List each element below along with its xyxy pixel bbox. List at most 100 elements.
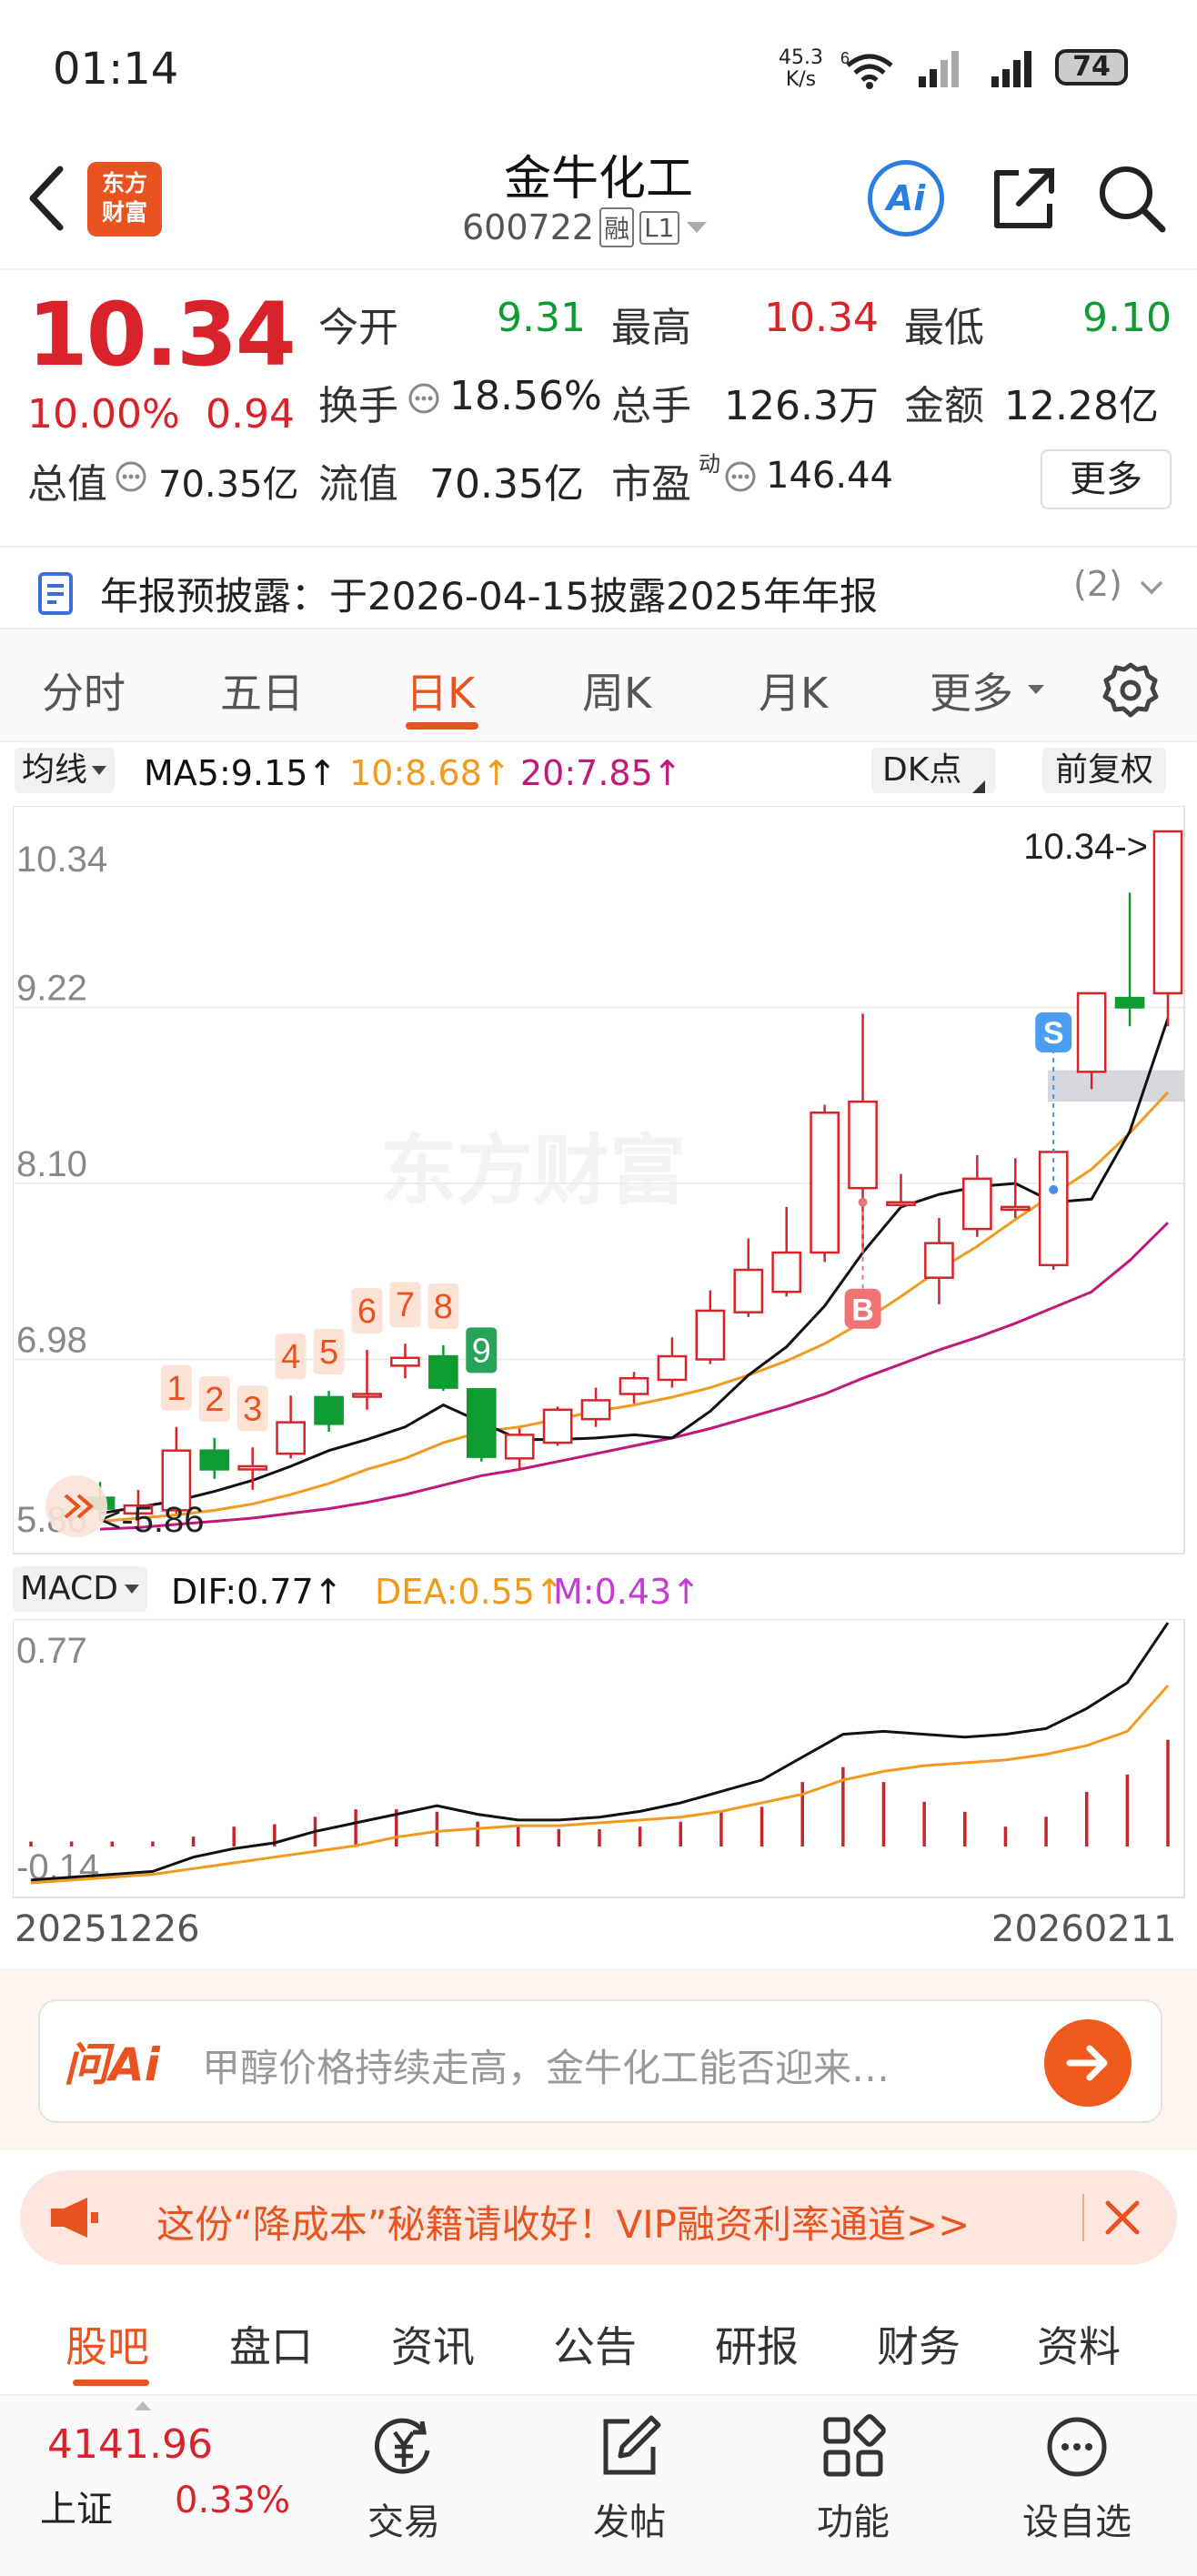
- search-icon[interactable]: [1095, 162, 1168, 235]
- sell-marker-label: S: [1043, 1016, 1064, 1051]
- nav-post-label: 发帖: [593, 2501, 666, 2543]
- double-chevron-left-icon: [64, 1494, 95, 1519]
- volume-value: 126.3万: [724, 383, 879, 429]
- nav-add-watchlist[interactable]: 设自选: [986, 2410, 1168, 2545]
- dk-point-button[interactable]: DK点: [871, 748, 996, 793]
- volume-label: 总手: [611, 383, 691, 429]
- net-speed: 45.3 K/s: [779, 47, 823, 91]
- nav-trade[interactable]: 交易: [313, 2410, 495, 2545]
- ai-question-text: 甲醇价格持续走高，金牛化工能否迎来…: [202, 2046, 890, 2090]
- ai-send-button[interactable]: [1044, 2019, 1132, 2107]
- nav-post[interactable]: 发帖: [538, 2410, 720, 2545]
- ma-selector[interactable]: 均线: [15, 748, 116, 793]
- tab-daily-k[interactable]: 日K: [406, 669, 476, 718]
- turnover-label: 换手: [318, 383, 398, 429]
- change-amount: 0.94: [206, 391, 295, 438]
- tab-intraday[interactable]: 分时: [42, 669, 126, 718]
- back-arrow-icon[interactable]: [25, 164, 65, 233]
- more-button[interactable]: 更多: [1041, 449, 1172, 509]
- chart-start-date: 20251226: [15, 1908, 200, 1950]
- ai-button[interactable]: Ai: [868, 160, 944, 236]
- kline-svg[interactable]: 东方财富10.349.228.106.985.86123456789BS10.3…: [12, 805, 1186, 1555]
- tab-news[interactable]: 资讯: [391, 2322, 475, 2371]
- promo-banner[interactable]: 这份“降成本”秘籍请收好！VIP融资利率通道>>: [20, 2170, 1177, 2265]
- tab-pankou[interactable]: 盘口: [229, 2322, 313, 2371]
- settings-gear-icon[interactable]: [1101, 660, 1161, 720]
- nav-functions[interactable]: 功能: [762, 2410, 944, 2545]
- active-tab-indicator: [406, 722, 478, 730]
- wifi-label: 6: [840, 49, 850, 67]
- tab-weekly-k[interactable]: 周K: [582, 669, 652, 718]
- macd-dea-value: DEA:0.55↑: [375, 1572, 564, 1612]
- dropdown-triangle-icon: [91, 764, 107, 777]
- index-change: 0.33%: [175, 2480, 291, 2521]
- td-label-box: [198, 1375, 230, 1422]
- stock-code-row[interactable]: 600722 融 L1: [462, 207, 709, 247]
- open-label: 今开: [318, 305, 398, 351]
- td-label-box: [160, 1364, 192, 1411]
- index-ticker[interactable]: 4141.96 上证 0.33%: [0, 2396, 290, 2576]
- y-tick-label: 9.22: [16, 969, 87, 1009]
- kline-chart[interactable]: 东方财富10.349.228.106.985.86123456789BS10.3…: [12, 805, 1186, 1559]
- current-price: 10.34: [27, 284, 297, 386]
- document-icon: [36, 571, 78, 617]
- macd-dif-value: DIF:0.77↑: [171, 1572, 343, 1612]
- y-tick-label: 8.10: [16, 1144, 87, 1184]
- share-icon[interactable]: [988, 162, 1061, 235]
- chart-frame: [12, 805, 1185, 1555]
- candle-body: [352, 1393, 382, 1398]
- tab-five-day[interactable]: 五日: [220, 669, 304, 718]
- tab-research[interactable]: 研报: [715, 2322, 799, 2371]
- ai-ask-box[interactable]: 问Ai 甲醇价格持续走高，金牛化工能否迎来…: [38, 1999, 1162, 2123]
- low-value: 9.10: [1082, 295, 1172, 341]
- adjust-mode-button[interactable]: 前复权: [1042, 748, 1167, 793]
- active-tab-indicator: [73, 2380, 149, 2386]
- net-speed-value: 45.3: [779, 46, 823, 69]
- level-tag: L1: [639, 210, 679, 245]
- td-label-box: [313, 1329, 345, 1375]
- annual-report-notice[interactable]: 年报预披露：于2026-04-15披露2025年年报 (2): [0, 546, 1197, 626]
- eastmoney-logo[interactable]: 东方 财富: [87, 162, 162, 236]
- info-dots-icon[interactable]: [407, 382, 440, 415]
- megaphone-icon: [47, 2194, 102, 2241]
- macd-chart[interactable]: 0.77 -0.14: [12, 1618, 1186, 1903]
- ma5-value: MA5:9.15↑: [144, 753, 337, 793]
- tab-announcements[interactable]: 公告: [553, 2322, 637, 2371]
- low-label: 最低: [904, 305, 984, 351]
- close-icon[interactable]: [1102, 2198, 1142, 2238]
- info-dots-icon[interactable]: [724, 460, 757, 493]
- notice-count: (2): [1073, 564, 1122, 604]
- macd-svg[interactable]: 0.77-0.14: [12, 1618, 1186, 1899]
- tab-finance[interactable]: 财务: [877, 2322, 961, 2371]
- high-label: 最高: [611, 305, 691, 351]
- watermark: 东方财富: [380, 1128, 686, 1213]
- tab-more[interactable]: 更多: [930, 669, 1013, 718]
- signal-icon-2: [990, 47, 1039, 89]
- max-price-label: 10.34->: [1023, 827, 1148, 867]
- battery-icon: 74: [1055, 49, 1128, 86]
- macd-selector[interactable]: MACD: [13, 1566, 147, 1612]
- sell-marker-box: [1035, 1011, 1072, 1052]
- td-label-box: [351, 1288, 383, 1334]
- min-price-label: <-5.86: [100, 1500, 205, 1540]
- stock-name: 金牛化工: [503, 152, 693, 206]
- info-dots-icon[interactable]: [115, 460, 147, 493]
- td-label-box: [466, 1327, 498, 1374]
- sell-marker-dot: [1049, 1184, 1059, 1194]
- status-time: 01:14: [53, 44, 179, 95]
- candle-body: [390, 1356, 420, 1367]
- grid-apps-icon: [823, 2414, 886, 2477]
- nav-functions-label: 功能: [817, 2501, 890, 2543]
- ma10-line: [99, 1091, 1170, 1523]
- td-label-box: [275, 1333, 307, 1380]
- tab-profile[interactable]: 资料: [1037, 2322, 1121, 2371]
- tab-guba[interactable]: 股吧: [65, 2322, 149, 2371]
- macd-y-tick-label: 0.77: [16, 1631, 87, 1671]
- macd-selector-label: MACD: [20, 1570, 118, 1607]
- dif-line: [30, 1622, 1170, 1882]
- chart-tabs: 分时 五日 日K 周K 月K 更多: [0, 628, 1197, 742]
- corner-triangle-icon: [971, 780, 985, 793]
- signal-icon-1: [917, 47, 966, 89]
- td-label: 3: [243, 1390, 262, 1428]
- tab-monthly-k[interactable]: 月K: [759, 669, 829, 718]
